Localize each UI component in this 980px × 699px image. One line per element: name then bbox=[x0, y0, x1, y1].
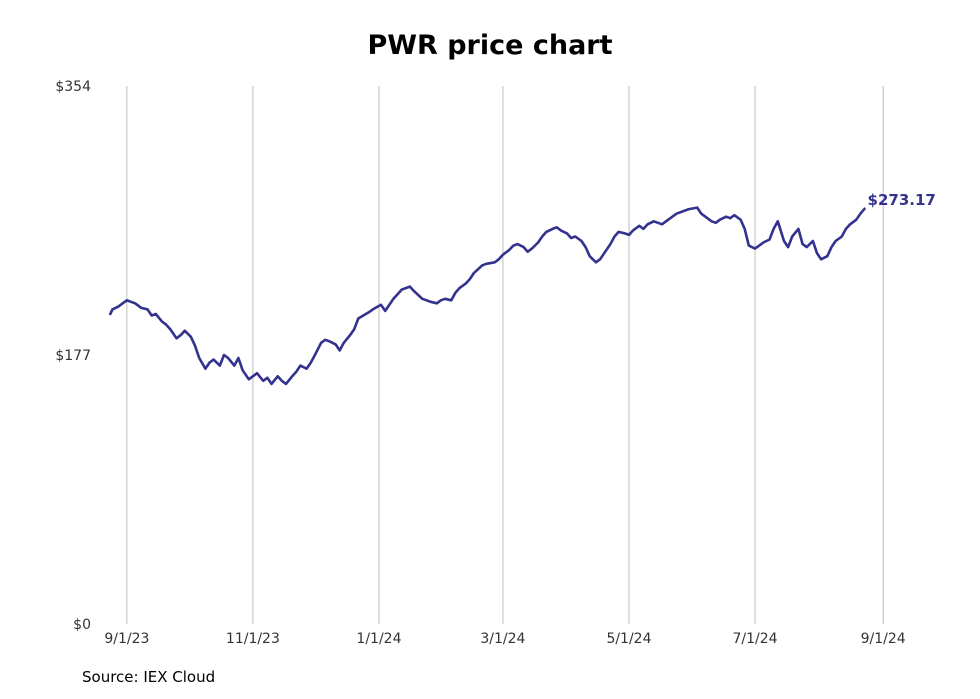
x-tick-label: 11/1/23 bbox=[226, 631, 280, 647]
y-tick-label: $177 bbox=[55, 348, 91, 364]
y-tick-label: $0 bbox=[73, 617, 91, 633]
x-tick-label: 9/1/24 bbox=[861, 631, 906, 647]
x-axis-tick-labels: 9/1/23 11/1/23 1/1/24 3/1/24 5/1/24 7/1/24 9/1… bbox=[104, 631, 905, 647]
x-tick-label: 9/1/23 bbox=[104, 631, 149, 647]
source-note: Source: IEX Cloud bbox=[82, 668, 216, 686]
chart-title: PWR price chart bbox=[367, 30, 613, 61]
price-series-line bbox=[109, 206, 866, 386]
x-tick-label: 7/1/24 bbox=[732, 631, 777, 647]
x-tick-label: 5/1/24 bbox=[606, 631, 651, 647]
y-axis-tick-labels: $0 $177 $354 bbox=[55, 79, 91, 633]
y-tick-label: $354 bbox=[55, 79, 91, 95]
vertical-gridlines bbox=[126, 86, 884, 624]
x-tick-label: 1/1/24 bbox=[356, 631, 401, 647]
x-tick-label: 3/1/24 bbox=[480, 631, 525, 647]
last-price-label: $273.17 bbox=[868, 191, 936, 209]
